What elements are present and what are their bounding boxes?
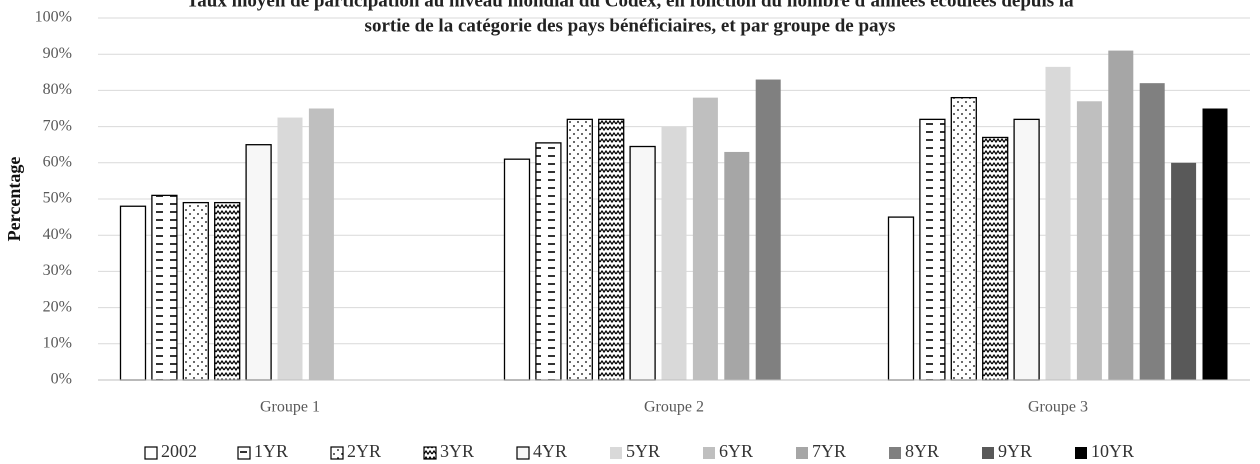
bar [1139, 83, 1165, 380]
bar [1171, 162, 1197, 380]
y-tick-label: 40% [43, 226, 72, 243]
legend-label: 5YR [626, 441, 660, 461]
bar [182, 201, 209, 381]
legend-label: 8YR [905, 441, 939, 461]
bar [982, 136, 1009, 381]
bar [214, 201, 241, 381]
legend-label: 1YR [254, 441, 288, 461]
legend-swatch [982, 447, 994, 459]
legend-label: 6YR [719, 441, 753, 461]
bar [1108, 50, 1134, 381]
chart-title: Taux moyen de participation au niveau mo… [186, 0, 1074, 11]
legend-swatch [889, 447, 901, 459]
y-tick-label: 70% [43, 117, 72, 134]
bar [245, 144, 272, 381]
legend-swatch [703, 447, 715, 459]
legend-label: 3YR [440, 441, 474, 461]
legend-swatch [796, 447, 808, 459]
legend-label: 2002 [161, 441, 197, 461]
bar [277, 117, 303, 381]
x-tick-label: Groupe 3 [1028, 399, 1088, 416]
bar [692, 97, 718, 380]
legend-swatch [423, 446, 437, 460]
y-axis-label: Percentage [4, 157, 24, 242]
chart-title: sortie de la catégorie des pays bénéfici… [365, 15, 896, 36]
legend-swatch [144, 446, 158, 460]
bar [503, 158, 531, 381]
bar [1045, 66, 1071, 381]
y-tick-label: 0% [51, 371, 72, 388]
y-tick-label: 80% [43, 81, 72, 98]
bar [1076, 101, 1102, 380]
legend-swatch [516, 446, 530, 460]
x-tick-label: Groupe 2 [644, 399, 704, 416]
y-tick-label: 100% [35, 9, 72, 26]
bar [887, 216, 915, 381]
bar [535, 142, 562, 381]
legend-label: 4YR [533, 441, 567, 461]
legend-label: 10YR [1091, 441, 1134, 461]
y-tick-label: 10% [43, 334, 72, 351]
bar [661, 126, 687, 380]
legend-label: 7YR [812, 441, 846, 461]
bar [151, 194, 178, 381]
y-tick-label: 90% [43, 45, 72, 62]
legend-swatch [610, 447, 622, 459]
legend-swatch [1075, 447, 1087, 459]
y-tick-label: 60% [43, 153, 72, 170]
legend-swatch [237, 446, 251, 460]
bar [724, 151, 750, 380]
legend-label: 9YR [998, 441, 1032, 461]
x-tick-label: Groupe 1 [260, 399, 320, 416]
legend-label: 2YR [347, 441, 381, 461]
bar [566, 118, 593, 381]
bar [598, 118, 625, 381]
bar [1202, 108, 1228, 380]
bar [919, 118, 946, 381]
y-tick-label: 30% [43, 262, 72, 279]
bar [755, 79, 781, 380]
bar [1013, 118, 1040, 381]
bar [950, 96, 977, 381]
y-tick-label: 20% [43, 298, 72, 315]
bar [629, 145, 656, 381]
y-tick-label: 50% [43, 190, 72, 207]
bar [308, 108, 334, 380]
legend-swatch [330, 446, 344, 460]
bar [119, 205, 147, 381]
